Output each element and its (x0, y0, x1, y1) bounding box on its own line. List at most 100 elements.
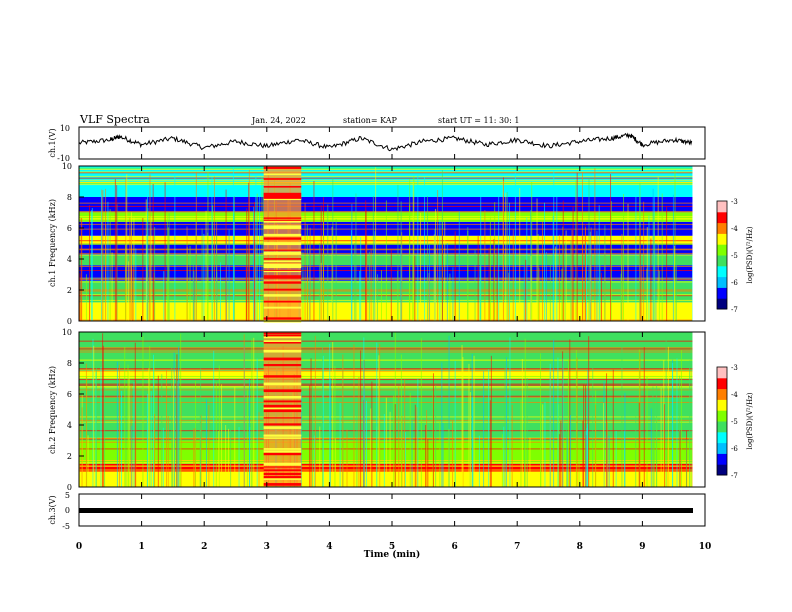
sferic-stripe (549, 260, 551, 321)
sferic-stripe (232, 166, 234, 321)
sferic-stripe (262, 188, 264, 321)
spectral-line (79, 375, 693, 377)
sferic-stripe (332, 342, 334, 487)
sferic-stripe (180, 333, 182, 487)
sferic-stripe (467, 230, 469, 321)
sferic-stripe (512, 229, 514, 321)
sferic-stripe (133, 381, 135, 487)
time-tick-label: 6 (451, 542, 457, 552)
sferic-stripe (594, 167, 596, 321)
spectral-line (79, 389, 693, 391)
sferic-stripe (307, 267, 309, 321)
sferic-stripe (424, 177, 426, 321)
sferic-stripe (251, 338, 253, 487)
sferic-stripe (375, 167, 377, 321)
sferic-stripe (414, 404, 416, 487)
ch1-ytick-top: 10 (60, 124, 70, 133)
sferic-stripe (203, 233, 205, 321)
sferic-stripe (254, 241, 256, 321)
spectral-line (79, 370, 693, 372)
sferic-stripe (230, 428, 232, 487)
burst-line (263, 265, 302, 268)
sferic-stripe (370, 408, 372, 487)
sferic-stripe (351, 203, 353, 321)
sferic-stripe (615, 430, 617, 487)
spectral-line (79, 359, 693, 361)
sferic-stripe (393, 395, 395, 487)
sferic-stripe (360, 350, 362, 487)
burst-line (263, 478, 302, 480)
sferic-stripe (81, 407, 83, 487)
sferic-stripe (458, 211, 460, 321)
sferic-stripe (610, 201, 612, 321)
burst-line (263, 350, 302, 352)
freq-tick-label: 2 (67, 286, 72, 295)
sferic-stripe (322, 222, 324, 321)
burst-line (263, 249, 302, 251)
sferic-stripe (509, 337, 511, 487)
sferic-stripe (128, 431, 130, 487)
colorbar-swatch (717, 211, 727, 224)
burst-line (263, 400, 302, 403)
sferic-stripe (93, 345, 95, 487)
sferic-stripe (514, 172, 516, 321)
sferic-stripe (623, 194, 625, 321)
ch3-ytick-bottom: -5 (62, 522, 70, 531)
sferic-stripe (437, 190, 439, 321)
sferic-stripe (426, 410, 428, 487)
sferic-stripe (427, 196, 429, 321)
sferic-stripe (79, 273, 81, 321)
sferic-stripe (448, 428, 450, 487)
sferic-stripe (380, 270, 382, 321)
burst-line (263, 417, 302, 419)
sferic-stripe (314, 335, 316, 487)
sferic-stripe (679, 431, 681, 487)
colorbar-tick-label: -3 (731, 364, 738, 372)
sferic-stripe (129, 217, 131, 321)
ch3-ylabel: ch.3(V) (48, 495, 57, 524)
sferic-stripe (477, 236, 479, 321)
burst-line (263, 281, 302, 284)
spectral-line (79, 177, 693, 179)
sferic-stripe (604, 225, 606, 321)
sferic-stripe (219, 262, 221, 321)
sferic-stripe (474, 249, 476, 321)
sferic-stripe (570, 414, 572, 487)
sferic-stripe (163, 271, 165, 321)
sferic-stripe (409, 392, 411, 487)
sferic-stripe (359, 270, 361, 321)
sferic-stripe (524, 400, 526, 487)
sferic-stripe (653, 398, 655, 487)
sferic-stripe (374, 231, 376, 321)
sferic-stripe (506, 191, 508, 321)
sferic-stripe (135, 381, 137, 487)
sferic-stripe (461, 345, 463, 487)
sferic-stripe (542, 404, 544, 487)
sferic-stripe (404, 379, 406, 487)
sferic-stripe (149, 346, 151, 487)
burst-line (263, 448, 302, 450)
spectral-line (79, 182, 693, 184)
burst-line (263, 341, 302, 344)
sferic-stripe (606, 373, 608, 487)
freq-tick-label: 10 (62, 328, 72, 337)
spectral-line (79, 184, 693, 186)
sferic-stripe (502, 180, 504, 321)
spectral-line (79, 416, 693, 418)
spectral-line (79, 171, 693, 173)
sferic-stripe (589, 231, 591, 321)
colorbar-tick-label: -6 (731, 279, 738, 287)
burst-line (263, 197, 302, 199)
sferic-stripe (314, 435, 316, 487)
sferic-stripe (452, 267, 454, 321)
sferic-stripe (672, 194, 674, 321)
sferic-stripe (125, 389, 127, 487)
sferic-stripe (358, 377, 360, 487)
sferic-stripe (256, 193, 258, 321)
sferic-stripe (585, 242, 587, 321)
spectral-line (79, 212, 693, 214)
spectral-line (79, 299, 693, 301)
sferic-stripe (400, 247, 402, 321)
burst-line (263, 395, 302, 399)
sferic-stripe (657, 177, 659, 321)
